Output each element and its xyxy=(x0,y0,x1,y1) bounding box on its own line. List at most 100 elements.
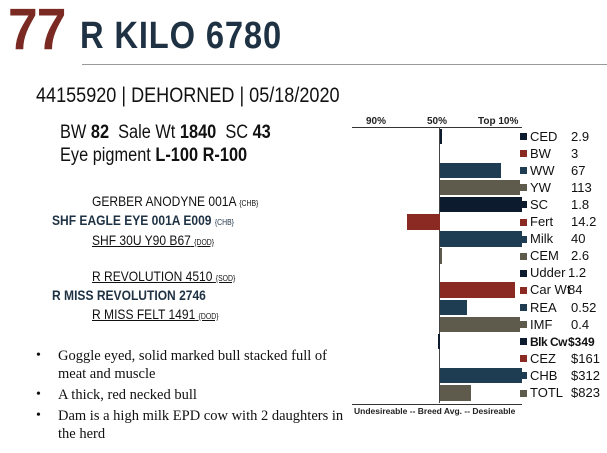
epd-swatch xyxy=(520,150,527,158)
epd-bar-car-wt xyxy=(440,282,516,298)
pedigree-name: R REVOLUTION 4510 xyxy=(92,268,213,284)
epd-swatch xyxy=(520,133,527,140)
epd-bar-fert xyxy=(406,214,440,230)
epd-trait-label: Fert xyxy=(530,214,554,229)
eye-pigment-label: Eye pigment xyxy=(60,145,151,166)
percentile-label-90: 90% xyxy=(366,116,387,127)
sc-value: 43 xyxy=(252,122,271,143)
breed-average-line xyxy=(439,127,440,403)
epd-trait-label: BW xyxy=(530,145,551,161)
epd-swatch xyxy=(520,321,527,329)
sale-wt-value: 1840 xyxy=(179,122,217,143)
epd-swatch xyxy=(520,355,527,363)
pedigree-sire-dam: SHF 30U Y90 B67 {DOD} xyxy=(92,232,214,251)
pedigree-sire: SHF EAGLE EYE 001A E009 {CHB} xyxy=(52,212,234,231)
epd-swatch xyxy=(520,269,527,277)
epd-swatch xyxy=(520,218,527,226)
epd-bar-cem xyxy=(440,248,443,264)
epd-trait-label: CHB xyxy=(530,367,558,383)
epd-bar-sc xyxy=(440,196,522,213)
epd-swatch xyxy=(520,304,527,311)
epd-trait-value: 1.2 xyxy=(568,265,587,281)
sc-label: SC xyxy=(225,122,249,143)
pedigree-reg: {DOD} xyxy=(198,312,219,321)
epd-swatch xyxy=(520,235,527,243)
epd-trait-label: CEM xyxy=(530,248,559,264)
epd-chart-footer: Undesireable -- Breed Avg. -- Desireable xyxy=(354,406,516,416)
epd-trait-label: Udder xyxy=(530,265,566,281)
epd-bar-yw xyxy=(440,179,521,196)
epd-trait-label: Car Wt xyxy=(530,282,571,298)
bw-label: BW xyxy=(60,122,87,143)
epd-bar-chb xyxy=(440,367,522,384)
epd-trait-value: $312 xyxy=(571,367,600,383)
epd-trait-value: $823 xyxy=(571,385,600,400)
epd-trait-label: CEZ xyxy=(530,350,556,366)
epd-swatch xyxy=(520,201,527,209)
eye-pigment-right: R-100 xyxy=(202,145,248,166)
animal-stats: BW 82 Sale Wt 1840 SC 43 Eye pigment L-1… xyxy=(60,121,271,167)
epd-chart-frame xyxy=(352,127,522,405)
epd-trait-label: Blk Cw xyxy=(530,334,568,349)
list-item: Dam is a high milk EPD cow with 2 daught… xyxy=(36,407,356,443)
sale-wt-label: Sale Wt xyxy=(118,122,176,143)
epd-trait-value: 40 xyxy=(571,231,586,247)
epd-trait-value: 3 xyxy=(571,145,579,161)
pedigree-reg: {DOD} xyxy=(194,238,215,247)
epd-swatch xyxy=(520,252,527,260)
pedigree-sire-sire: GERBER ANODYNE 001A {CHB} xyxy=(92,193,258,212)
epd-trait-value: 84 xyxy=(568,282,583,298)
epd-bar-totl xyxy=(440,385,472,401)
pedigree-reg: {SOD} xyxy=(215,274,236,283)
epd-trait-label: REA xyxy=(530,299,557,315)
pedigree-name: R MISS FELT 1491 xyxy=(92,306,196,322)
epd-swatch xyxy=(520,338,527,346)
epd-bar-milk xyxy=(440,231,522,247)
pedigree-dam: R MISS REVOLUTION 2746 xyxy=(52,287,206,303)
epd-trait-value: 0.52 xyxy=(571,299,597,315)
pedigree-name: GERBER ANODYNE 001A xyxy=(92,193,236,209)
epd-bar-ced xyxy=(440,128,443,145)
lot-number: 77 xyxy=(8,0,66,62)
epd-swatch xyxy=(520,286,527,294)
epd-bar-imf xyxy=(440,316,521,333)
registration-line: 44155920 | DEHORNED | 05/18/2020 xyxy=(36,84,340,107)
bw-value: 82 xyxy=(90,122,110,143)
animal-name: R KILO 6780 xyxy=(80,15,282,57)
epd-trait-value: 0.4 xyxy=(571,316,590,332)
pedigree-name: R MISS REVOLUTION 2746 xyxy=(52,287,206,303)
epd-trait-label: SC xyxy=(530,196,549,212)
pedigree-dam-sire: R REVOLUTION 4510 {SOD} xyxy=(92,268,235,287)
eye-pigment-left: L-100 xyxy=(155,145,199,166)
epd-trait-value: 67 xyxy=(571,162,586,178)
epd-trait-value: 1.8 xyxy=(571,196,590,212)
list-item: A thick, red necked bull xyxy=(36,386,356,404)
stats-row-eye: Eye pigment L-100 R-100 xyxy=(60,144,271,167)
pedigree-reg: {CHB} xyxy=(239,199,259,208)
epd-swatch xyxy=(520,184,527,192)
pedigree-reg: {CHB} xyxy=(214,218,234,227)
header-divider xyxy=(82,64,607,65)
epd-trait-value: 14.2 xyxy=(571,214,597,229)
pedigree-name: SHF 30U Y90 B67 xyxy=(92,232,191,248)
epd-trait-label: WW xyxy=(530,162,555,178)
epd-trait-value: $161 xyxy=(571,350,600,366)
percentile-label-top10: Top 10% xyxy=(478,116,519,127)
epd-bar-blk-cw xyxy=(438,333,441,350)
epd-trait-label: Milk xyxy=(530,231,554,247)
epd-trait-value: 2.6 xyxy=(571,248,590,264)
pedigree-name: SHF EAGLE EYE 001A E009 xyxy=(52,212,212,228)
epd-trait-value: $349 xyxy=(568,334,595,349)
epd-swatch xyxy=(520,389,527,397)
epd-trait-label: TOTL xyxy=(530,385,563,400)
epd-bar-ww xyxy=(440,162,501,179)
description-list: Goggle eyed, solid marked bull stacked f… xyxy=(36,347,356,446)
percentile-label-50: 50% xyxy=(427,116,448,127)
epd-trait-label: CED xyxy=(530,128,558,144)
epd-swatch xyxy=(520,372,527,380)
epd-trait-value: 2.9 xyxy=(571,128,590,144)
epd-bar-rea xyxy=(440,299,468,316)
stats-row-weights: BW 82 Sale Wt 1840 SC 43 xyxy=(60,121,271,144)
pedigree-dam-dam: R MISS FELT 1491 {DOD} xyxy=(92,306,219,325)
list-item: Goggle eyed, solid marked bull stacked f… xyxy=(36,347,356,383)
